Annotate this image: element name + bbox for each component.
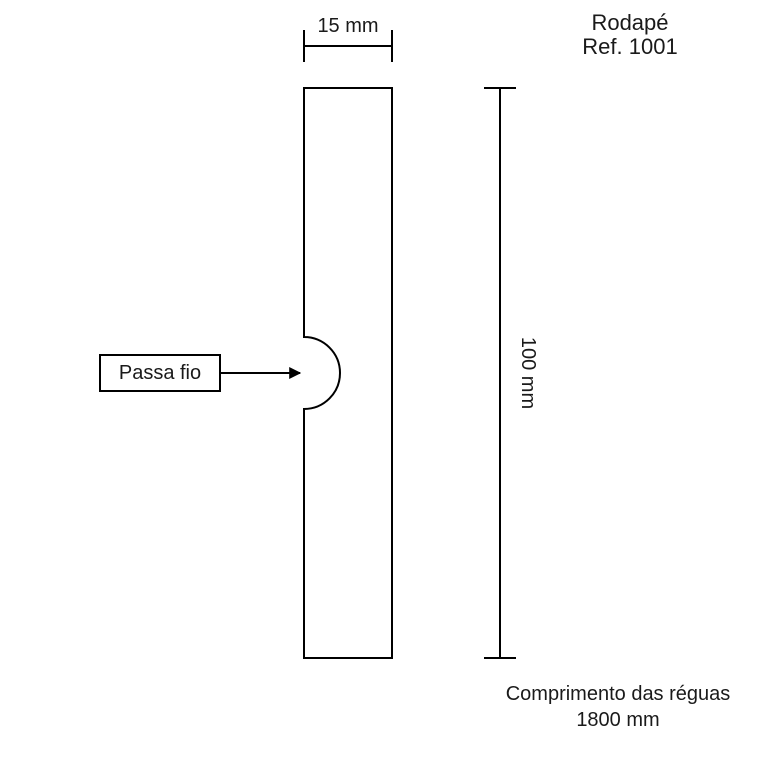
notch-label-text: Passa fio xyxy=(119,362,201,384)
length-label-line2: 1800 mm xyxy=(576,709,659,731)
profile-outline xyxy=(304,88,392,658)
title-line1: Rodapé xyxy=(591,10,668,35)
length-label-line1: Comprimento das réguas xyxy=(506,683,731,705)
dim-height-label: 100 mm xyxy=(517,337,539,409)
dim-width-label: 15 mm xyxy=(317,15,378,37)
technical-drawing: 15 mm 100 mm Passa fio RodapéRef. 1001 Compr… xyxy=(0,0,775,775)
title-line2: Ref. 1001 xyxy=(582,34,677,59)
